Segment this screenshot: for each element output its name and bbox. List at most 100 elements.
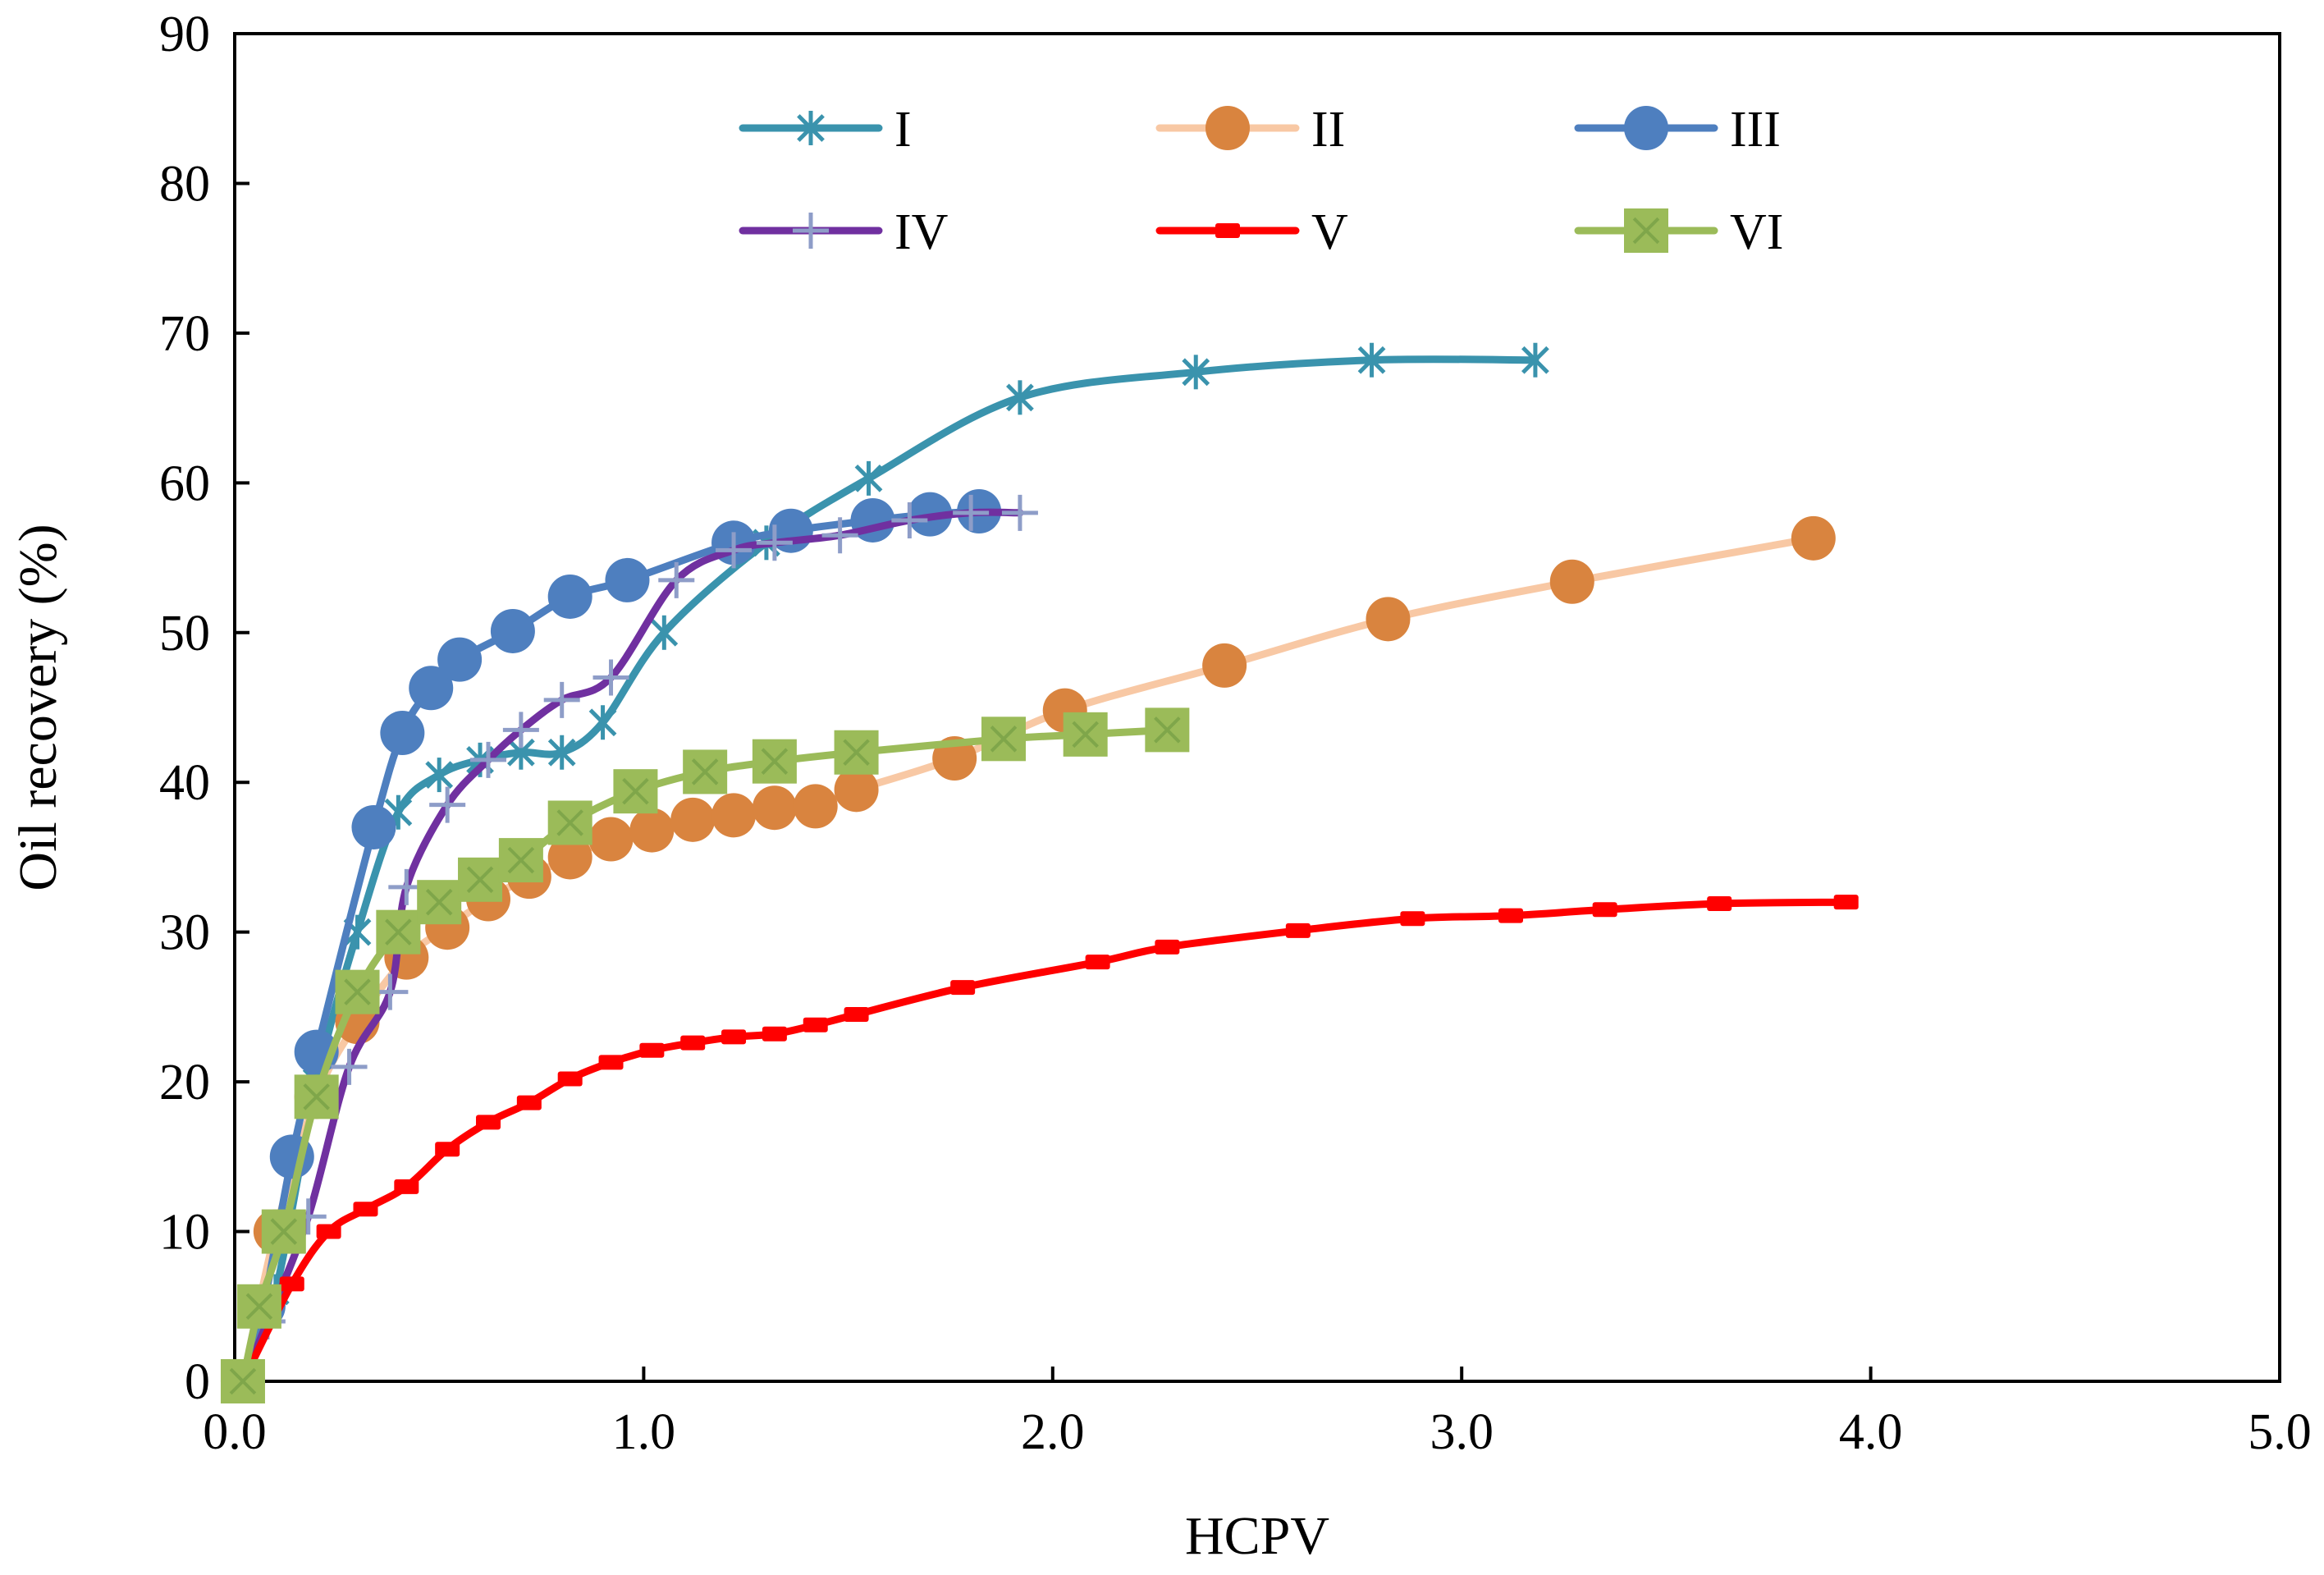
data-point-VI bbox=[613, 769, 658, 814]
legend-label: VI bbox=[1730, 204, 1783, 260]
data-point-I bbox=[588, 705, 617, 740]
legend-marker bbox=[1624, 106, 1668, 150]
data-point-III bbox=[437, 637, 483, 682]
legend-label: I bbox=[894, 102, 912, 158]
data-point-IV bbox=[543, 681, 580, 718]
legend-marker bbox=[797, 111, 825, 145]
data-point-II bbox=[752, 785, 797, 831]
data-point-IV bbox=[331, 1048, 368, 1085]
data-point-VI bbox=[1063, 712, 1108, 757]
legend-item-V: V bbox=[1155, 204, 1348, 260]
data-point-II bbox=[670, 797, 716, 842]
data-point-III bbox=[380, 711, 425, 756]
data-point-V bbox=[1085, 955, 1110, 970]
y-axis-title: Oil recovery (%) bbox=[8, 524, 68, 891]
data-point-I bbox=[650, 615, 679, 650]
data-point-VI bbox=[498, 838, 543, 883]
y-tick-label: 80 bbox=[159, 156, 210, 212]
data-point-VI bbox=[376, 909, 421, 955]
data-point-IV bbox=[891, 501, 928, 538]
x-tick-label: 3.0 bbox=[1430, 1404, 1494, 1460]
data-point-V bbox=[1498, 908, 1524, 923]
data-point-II bbox=[629, 808, 675, 853]
data-point-V bbox=[1285, 923, 1311, 938]
data-point-III bbox=[547, 574, 592, 619]
axis-ticks: 0.0 1.0 2.0 3.0 4.0 5.0 0 10 20 30 40 50 60 70 80 90 bbox=[159, 7, 2312, 1460]
data-point-II bbox=[1366, 597, 1411, 642]
data-point-VI bbox=[547, 800, 592, 845]
y-tick-label: 30 bbox=[159, 905, 210, 961]
data-point-VI bbox=[834, 730, 879, 775]
data-point-V bbox=[1400, 911, 1425, 927]
data-point-V bbox=[1833, 895, 1859, 910]
legend-label: III bbox=[1730, 102, 1781, 158]
y-tick-label: 0 bbox=[185, 1354, 210, 1410]
data-point-II bbox=[711, 793, 757, 838]
data-point-I bbox=[547, 735, 576, 770]
legend-item-II: II bbox=[1155, 102, 1345, 158]
plot-area bbox=[233, 32, 2281, 1383]
data-point-VI bbox=[752, 739, 797, 784]
data-point-IV bbox=[756, 524, 793, 561]
data-point-V bbox=[803, 1017, 828, 1032]
legend-label: V bbox=[1311, 204, 1348, 260]
data-point-V bbox=[950, 980, 976, 996]
data-point-II bbox=[588, 817, 634, 862]
data-point-I bbox=[425, 758, 454, 793]
data-point-II bbox=[793, 784, 838, 829]
legend-label: II bbox=[1311, 102, 1345, 158]
y-tick-label: 50 bbox=[159, 606, 210, 662]
series-layer bbox=[220, 342, 1859, 1403]
data-point-V bbox=[1707, 896, 1732, 912]
data-point-V bbox=[476, 1115, 501, 1130]
data-point-VI bbox=[683, 749, 728, 794]
x-tick-label: 1.0 bbox=[612, 1404, 676, 1460]
data-point-VI bbox=[294, 1074, 339, 1119]
data-point-V bbox=[680, 1035, 706, 1051]
data-point-I bbox=[854, 460, 883, 496]
data-point-III bbox=[351, 804, 396, 849]
x-axis-title: HCPV bbox=[1185, 1506, 1329, 1566]
data-point-I bbox=[1521, 342, 1549, 378]
data-point-III bbox=[409, 666, 454, 711]
data-point-V bbox=[353, 1202, 378, 1217]
data-point-II bbox=[547, 835, 592, 880]
data-point-V bbox=[435, 1142, 460, 1157]
x-tick-label: 4.0 bbox=[1839, 1404, 1903, 1460]
data-point-IV bbox=[953, 494, 990, 531]
x-tick-label: 2.0 bbox=[1021, 1404, 1085, 1460]
data-point-V bbox=[639, 1042, 665, 1058]
data-point-II bbox=[1549, 559, 1594, 604]
data-point-III bbox=[490, 608, 535, 653]
data-point-II bbox=[1202, 643, 1247, 688]
data-point-I bbox=[1357, 342, 1386, 378]
data-point-I bbox=[1182, 355, 1210, 390]
data-point-IV bbox=[658, 561, 695, 598]
data-point-VI bbox=[981, 717, 1026, 762]
y-tick-label: 90 bbox=[159, 7, 210, 62]
series-IV bbox=[224, 494, 1038, 1399]
data-point-IV bbox=[470, 741, 507, 778]
legend-item-IV: IV bbox=[739, 204, 949, 260]
data-point-V bbox=[598, 1055, 624, 1070]
y-tick-label: 20 bbox=[159, 1055, 210, 1110]
data-point-IV bbox=[716, 532, 753, 569]
y-tick-label: 40 bbox=[159, 755, 210, 811]
data-point-II bbox=[1791, 515, 1836, 561]
legend-item-I: I bbox=[739, 102, 912, 158]
y-tick-label: 10 bbox=[159, 1205, 210, 1261]
data-point-V bbox=[394, 1179, 419, 1194]
x-tick-label: 5.0 bbox=[2248, 1404, 2312, 1460]
data-point-V bbox=[1155, 939, 1180, 955]
data-point-VI bbox=[335, 969, 380, 1014]
y-tick-label: 70 bbox=[159, 306, 210, 362]
data-point-II bbox=[834, 767, 879, 813]
data-point-VI bbox=[261, 1209, 306, 1254]
legend-marker bbox=[793, 213, 829, 249]
series-VI bbox=[220, 707, 1190, 1403]
legend-marker bbox=[1215, 223, 1240, 238]
data-point-VI bbox=[458, 857, 503, 902]
data-point-VI bbox=[1145, 707, 1190, 753]
